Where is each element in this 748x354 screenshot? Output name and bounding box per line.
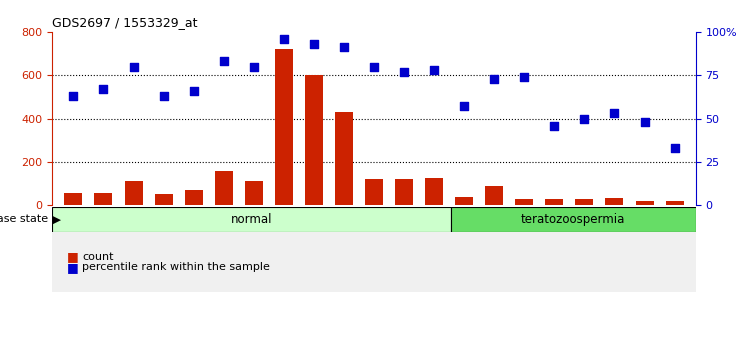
Bar — [155, 194, 173, 205]
FancyBboxPatch shape — [450, 207, 696, 232]
Bar — [64, 193, 82, 205]
Point — [368, 64, 380, 69]
FancyBboxPatch shape — [52, 207, 450, 232]
Text: percentile rank within the sample: percentile rank within the sample — [82, 262, 270, 272]
Point — [398, 69, 410, 75]
Point — [548, 123, 560, 129]
Text: teratozoospermia: teratozoospermia — [521, 213, 625, 226]
Bar — [395, 179, 413, 205]
Point — [518, 74, 530, 80]
Text: disease state: disease state — [0, 215, 49, 224]
Point — [669, 145, 681, 151]
Bar — [215, 171, 233, 205]
Bar — [275, 49, 292, 205]
Text: ▶: ▶ — [49, 215, 61, 224]
Point — [488, 76, 500, 81]
Point — [67, 93, 79, 99]
Text: count: count — [82, 252, 114, 262]
Point — [308, 41, 320, 47]
Bar — [335, 112, 353, 205]
Bar — [636, 201, 654, 205]
Bar — [666, 201, 684, 205]
Bar — [485, 186, 503, 205]
Bar — [515, 199, 533, 205]
Point — [428, 67, 440, 73]
Bar — [425, 178, 443, 205]
Bar — [575, 199, 593, 205]
Point — [639, 119, 651, 125]
Bar — [185, 190, 203, 205]
Bar — [365, 179, 383, 205]
Bar — [94, 193, 112, 205]
Text: ■: ■ — [67, 261, 79, 274]
Bar — [245, 182, 263, 205]
Text: GDS2697 / 1553329_at: GDS2697 / 1553329_at — [52, 16, 198, 29]
Point — [459, 104, 470, 109]
Point — [97, 86, 109, 92]
Point — [608, 110, 620, 116]
Text: ■: ■ — [67, 250, 79, 263]
Bar — [545, 199, 563, 205]
Point — [158, 93, 170, 99]
Point — [278, 36, 289, 42]
Bar — [605, 198, 624, 205]
Bar — [124, 182, 143, 205]
Text: normal: normal — [230, 213, 272, 226]
Bar — [305, 75, 323, 205]
Point — [128, 64, 140, 69]
Point — [218, 58, 230, 64]
Bar — [456, 197, 473, 205]
Point — [578, 116, 590, 121]
Point — [248, 64, 260, 69]
Point — [188, 88, 200, 94]
Point — [338, 45, 350, 50]
